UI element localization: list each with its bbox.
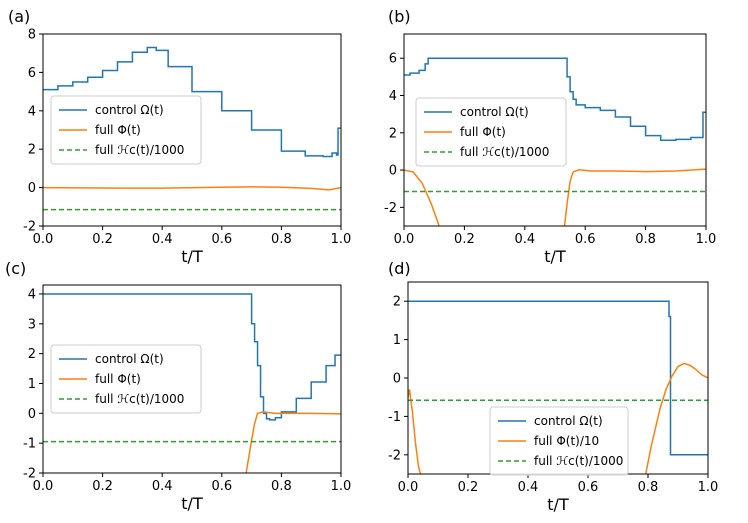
y-tick-label: 2 xyxy=(393,295,401,310)
x-tick-label: 1.0 xyxy=(331,232,352,247)
x-tick-label: 0.0 xyxy=(33,232,54,247)
y-tick-label: 4 xyxy=(28,104,36,119)
y-tick-label: 6 xyxy=(389,52,397,67)
y-tick-label: 4 xyxy=(389,89,397,104)
series-line-1 xyxy=(245,411,341,473)
y-tick-label: 1 xyxy=(28,377,36,392)
y-tick-label: 0 xyxy=(389,164,397,179)
plot-frame xyxy=(42,33,342,227)
legend-label: full ℋc(t)/1000 xyxy=(95,392,184,406)
x-tick-label: 1.0 xyxy=(698,480,719,495)
y-tick-label: 1 xyxy=(393,333,401,348)
x-tick-label: 0.6 xyxy=(575,232,596,247)
y-tick-label: 2 xyxy=(389,126,397,141)
legend-label: full ℋc(t)/1000 xyxy=(95,143,184,157)
legend: control Ω(t) full Φ(t) full ℋc(t)/1000 xyxy=(50,95,202,165)
x-tick-label: 0.4 xyxy=(152,479,173,494)
legend: control Ω(t) full Φ(t)/10 full ℋc(t)/1000 xyxy=(489,406,629,476)
x-tick-label: 0.6 xyxy=(578,480,599,495)
series-line-1 xyxy=(644,362,708,474)
x-tick-label: 0.0 xyxy=(394,232,415,247)
plot-frame xyxy=(42,284,342,474)
x-tick-label: 0.6 xyxy=(211,479,232,494)
legend-label: control Ω(t) xyxy=(95,103,164,117)
legend-box xyxy=(50,344,202,414)
x-tick-label: 0.8 xyxy=(638,480,659,495)
legend-label: control Ω(t) xyxy=(95,352,164,366)
series-line-1 xyxy=(563,168,706,226)
legend-label: control Ω(t) xyxy=(460,105,529,119)
legend: control Ω(t) full Φ(t) full ℋc(t)/1000 xyxy=(50,344,202,414)
series-line-1 xyxy=(404,169,440,226)
y-tick-label: 8 xyxy=(28,28,36,43)
x-axis-label: t/T xyxy=(544,247,566,266)
y-tick-label: -1 xyxy=(388,410,401,425)
y-tick-label: 0 xyxy=(28,407,36,422)
panel-label: (c) xyxy=(5,259,26,278)
y-tick-label: -2 xyxy=(23,220,36,235)
legend-box xyxy=(50,95,202,165)
panel-label: (d) xyxy=(388,259,411,278)
x-axis-label: t/T xyxy=(547,495,569,514)
legend-label: full Φ(t) xyxy=(95,123,141,137)
x-tick-label: 0.4 xyxy=(518,480,539,495)
x-tick-label: 0.2 xyxy=(458,480,479,495)
series-line-0 xyxy=(404,57,706,142)
series-line-0 xyxy=(408,300,708,456)
panel-d: (d) 0.0 0.2 0.4 0.6 0.8 1.0 -2 -1 0 1 2 t/T control Ω… xyxy=(388,259,718,514)
y-tick-label: 0 xyxy=(28,181,36,196)
x-tick-label: 0.0 xyxy=(398,480,419,495)
x-tick-label: 0.2 xyxy=(454,232,475,247)
panel-c: (c) 0.0 0.2 0.4 0.6 0.8 1.0 -2 -1 0 1 2 3 4 t/T control… xyxy=(5,259,351,513)
y-tick-label: 4 xyxy=(28,287,36,302)
panel-a: (a) 0.0 0.2 0.4 0.6 0.8 1.0 -2 0 2 4 6 8 t/T control Ω… xyxy=(8,7,351,266)
legend: control Ω(t) full Φ(t) full ℋc(t)/1000 xyxy=(415,97,567,167)
x-tick-label: 0.6 xyxy=(211,232,232,247)
legend-label: full ℋc(t)/1000 xyxy=(534,454,623,468)
series-line-0 xyxy=(43,46,341,158)
panel-b: (b) 0.0 0.2 0.4 0.6 0.8 1.0 -2 0 2 4 6 t/T control Ω(… xyxy=(384,7,716,266)
legend-label: control Ω(t) xyxy=(534,414,603,428)
legend-label: full ℋc(t)/1000 xyxy=(460,145,549,159)
legend-box xyxy=(489,406,629,476)
plot-frame xyxy=(403,33,707,227)
x-tick-label: 0.2 xyxy=(92,232,113,247)
y-tick-label: 2 xyxy=(28,143,36,158)
y-tick-label: 0 xyxy=(393,372,401,387)
series-line-1 xyxy=(408,389,422,474)
y-tick-label: -2 xyxy=(388,448,401,463)
x-tick-label: 0.8 xyxy=(271,479,292,494)
panel-label: (b) xyxy=(388,7,411,26)
x-tick-label: 0.4 xyxy=(514,232,535,247)
y-tick-label: 6 xyxy=(28,66,36,81)
legend-box xyxy=(415,97,567,167)
x-tick-label: 0.8 xyxy=(271,232,292,247)
y-tick-label: 2 xyxy=(28,347,36,362)
x-tick-label: 0.4 xyxy=(152,232,173,247)
y-tick-label: 3 xyxy=(28,317,36,332)
y-tick-label: -2 xyxy=(384,201,397,216)
legend-label: full Φ(t) xyxy=(460,125,506,139)
series-line-0 xyxy=(43,293,341,421)
series-line-1 xyxy=(43,186,341,191)
x-tick-label: 0.8 xyxy=(635,232,656,247)
panel-label: (a) xyxy=(8,7,30,26)
x-axis-label: t/T xyxy=(181,247,203,266)
x-tick-label: 1.0 xyxy=(331,479,352,494)
y-tick-label: -1 xyxy=(23,437,36,452)
y-tick-label: -2 xyxy=(23,467,36,482)
legend-label: full Φ(t) xyxy=(95,372,141,386)
x-axis-label: t/T xyxy=(181,494,203,513)
legend-label: full Φ(t)/10 xyxy=(534,434,599,448)
x-tick-label: 1.0 xyxy=(696,232,717,247)
x-tick-label: 0.0 xyxy=(33,479,54,494)
x-tick-label: 0.2 xyxy=(92,479,113,494)
